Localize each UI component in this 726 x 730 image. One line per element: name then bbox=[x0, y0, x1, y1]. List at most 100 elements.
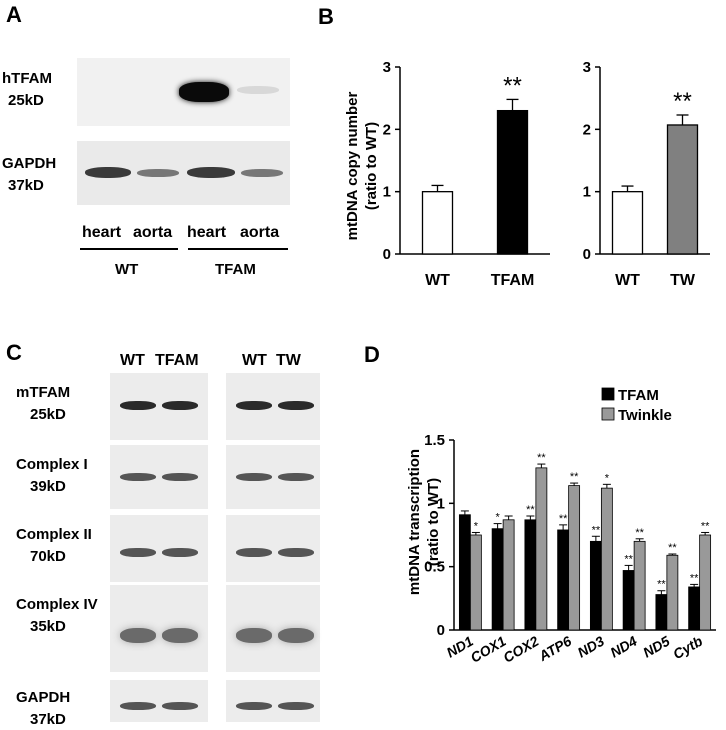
b1-ytick-label: 2 bbox=[383, 121, 391, 138]
lane-label-3: heart bbox=[187, 224, 227, 241]
b2-bar bbox=[666, 124, 699, 255]
d-bar-tfam bbox=[655, 594, 668, 631]
c-band bbox=[120, 628, 156, 643]
d-significance: * bbox=[605, 472, 610, 484]
c-band bbox=[162, 548, 198, 557]
d-significance: ** bbox=[592, 524, 601, 536]
c-row-label-4: GAPDH bbox=[16, 689, 71, 706]
d-significance: ** bbox=[668, 542, 677, 554]
d-bar-tfam bbox=[491, 528, 504, 631]
chart-b-copy-number-tfam: 0 1 2 3 WT ** TFAM bbox=[383, 59, 550, 289]
d-category-label: COX2 bbox=[500, 633, 541, 666]
d-bar-tfam bbox=[589, 540, 602, 631]
gapdh-a-band-3 bbox=[187, 167, 235, 178]
c-blot-3-1 bbox=[226, 585, 320, 672]
b2-ytick-label: 3 bbox=[583, 59, 591, 76]
d-bar-twinkle bbox=[666, 554, 679, 631]
htfam-band-tfam-aorta bbox=[237, 86, 279, 94]
gapdh-a-band-4 bbox=[241, 169, 283, 177]
group-line-wt bbox=[80, 248, 178, 250]
lane-label-2: aorta bbox=[133, 224, 173, 241]
d-legend-label-twinkle: Twinkle bbox=[618, 407, 672, 424]
c-row-size-0: 25kD bbox=[30, 406, 66, 423]
chart-d-transcription: 00.511.5*ND1*COX1****COX2****ATP6***ND3*… bbox=[424, 387, 716, 666]
c-row-label-2: Complex II bbox=[16, 526, 92, 543]
d-legend-label-tfam: TFAM bbox=[618, 387, 659, 404]
c-band bbox=[162, 628, 198, 643]
c-band bbox=[120, 401, 156, 410]
htfam-blot bbox=[77, 58, 290, 126]
c-band bbox=[120, 548, 156, 557]
c-lane-header-1: WT bbox=[120, 352, 145, 369]
d-category-label: Cytb bbox=[670, 633, 705, 663]
c-lane-header-2: TFAM bbox=[155, 352, 199, 369]
d-significance: ** bbox=[537, 452, 546, 464]
b2-ytick-label: 0 bbox=[583, 246, 591, 263]
c-blot-4-1 bbox=[226, 680, 320, 722]
c-band bbox=[120, 702, 156, 710]
group-label-tfam: TFAM bbox=[215, 261, 256, 278]
c-row-size-4: 37kD bbox=[30, 711, 66, 728]
d-bar-twinkle bbox=[502, 519, 515, 631]
b1-ytick-label: 1 bbox=[383, 184, 391, 201]
c-band bbox=[236, 548, 272, 557]
chart-b-copy-number-tw: 0 1 2 3 WT ** TW bbox=[583, 59, 710, 289]
panel-a-letter: A bbox=[6, 2, 22, 27]
c-lane-header-4: TW bbox=[276, 352, 301, 369]
d-bar-tfam bbox=[524, 519, 537, 631]
b2-ytick-label: 1 bbox=[583, 184, 591, 201]
c-blot-2-0 bbox=[110, 515, 208, 582]
b1-bar bbox=[421, 191, 454, 255]
c-blot-1-1 bbox=[226, 445, 320, 509]
d-significance: ** bbox=[570, 471, 579, 483]
c-blot-4-0 bbox=[110, 680, 208, 722]
c-blot-1-0 bbox=[110, 445, 208, 509]
htfam-label: hTFAM bbox=[2, 70, 52, 87]
d-bar-twinkle bbox=[535, 467, 548, 631]
d-significance: ** bbox=[526, 504, 535, 516]
d-significance: * bbox=[474, 520, 479, 532]
d-bar-tfam bbox=[458, 514, 471, 631]
c-blot-0-0 bbox=[110, 373, 208, 440]
c-band bbox=[162, 702, 198, 710]
c-band bbox=[162, 401, 198, 410]
c-band bbox=[236, 628, 272, 643]
b2-significance: ** bbox=[673, 88, 692, 115]
d-bar-twinkle bbox=[633, 540, 646, 631]
lane-label-1: heart bbox=[82, 224, 122, 241]
d-significance: ** bbox=[690, 572, 699, 584]
d-ytick-label: 0 bbox=[437, 622, 445, 639]
d-category-label: ND4 bbox=[607, 633, 639, 661]
d-bar-twinkle bbox=[600, 487, 613, 631]
gapdh-a-band-2 bbox=[137, 169, 179, 177]
c-row-size-3: 35kD bbox=[30, 618, 66, 635]
c-blot-3-0 bbox=[110, 585, 208, 672]
group-line-tfam bbox=[188, 248, 288, 250]
c-band bbox=[278, 401, 314, 410]
c-lane-header-3: WT bbox=[242, 352, 267, 369]
d-significance: ** bbox=[559, 513, 568, 525]
d-category-label: ND5 bbox=[640, 633, 672, 661]
c-band bbox=[278, 473, 314, 481]
htfam-band-tfam-heart bbox=[179, 82, 229, 102]
d-bar-twinkle bbox=[568, 485, 581, 631]
d-significance: ** bbox=[657, 579, 666, 591]
b1-ytick-label: 0 bbox=[383, 246, 391, 263]
b1-ytick-label: 3 bbox=[383, 59, 391, 76]
d-bar-twinkle bbox=[699, 534, 712, 631]
d-category-label: ND3 bbox=[575, 633, 607, 661]
b2-category-label: WT bbox=[615, 272, 640, 289]
c-band bbox=[236, 702, 272, 710]
c-band bbox=[278, 702, 314, 710]
d-ytick-label: 0.5 bbox=[424, 559, 445, 576]
d-bar-tfam bbox=[622, 570, 635, 631]
b1-category-label: WT bbox=[425, 272, 450, 289]
gapdh-a-band-1 bbox=[85, 167, 131, 178]
c-band bbox=[236, 473, 272, 481]
d-bar-tfam bbox=[557, 529, 570, 631]
c-blot-2-1 bbox=[226, 515, 320, 582]
c-row-size-2: 70kD bbox=[30, 548, 66, 565]
c-band bbox=[162, 473, 198, 481]
b1-category-label: TFAM bbox=[491, 272, 535, 289]
d-bar-twinkle bbox=[469, 534, 482, 631]
